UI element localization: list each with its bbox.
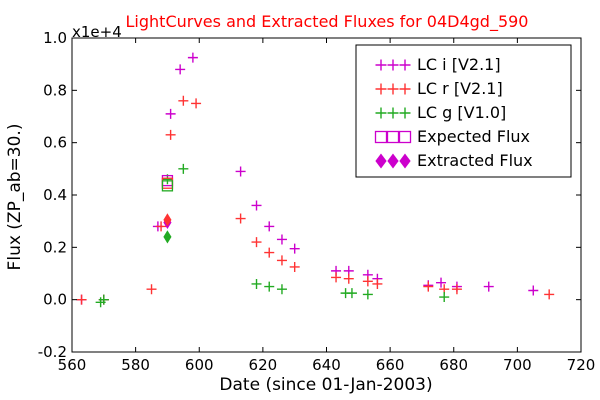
legend-marker-lc-i-v2-1: [375, 59, 387, 71]
y-tick-label: 0.0: [43, 291, 67, 309]
data-point-lc-r-v2-1: [544, 289, 555, 300]
series-extracted-flux: [163, 213, 172, 244]
y-tick-label: 0.4: [43, 186, 67, 204]
data-point-lc-i-v2-1: [483, 281, 494, 292]
legend-label-lc-i: LC i [V2.1]: [417, 55, 501, 74]
data-point-lc-i-v2-1: [289, 243, 300, 254]
legend-marker-expected-flux: [386, 130, 400, 144]
data-point-lc-r-v2-1: [251, 237, 262, 248]
data-point-lc-r-v2-1: [343, 273, 354, 284]
data-point-lc-r-v2-1: [156, 221, 167, 232]
legend-marker-extracted-flux: [387, 153, 399, 169]
data-point-lc-r-v2-1: [289, 261, 300, 272]
legend-marker-expected-flux: [398, 130, 412, 144]
data-point-lc-g-v1-0: [98, 294, 109, 305]
legend-marker-extracted-flux: [399, 153, 411, 169]
data-point-lc-r-v2-1: [76, 294, 87, 305]
x-tick-label: 600: [185, 356, 214, 374]
data-point-lc-r-v2-1: [276, 255, 287, 266]
legend: LC i [V2.1] LC r [V2.1] LC g [V1.0] Expe…: [355, 44, 572, 178]
data-point-expected-flux: [161, 180, 174, 192]
data-point-lc-i-v2-1: [528, 285, 539, 296]
data-point-lc-r-v2-1: [191, 98, 202, 109]
plot-area: [76, 52, 555, 308]
data-point-lc-r-v2-1: [235, 213, 246, 224]
data-point-lc-r-v2-1: [372, 278, 383, 289]
data-point-lc-i-v2-1: [276, 234, 287, 245]
y-tick-label: -0.2: [38, 343, 67, 361]
x-tick-label: 720: [567, 356, 596, 374]
legend-box: [355, 44, 572, 178]
legend-markers: [374, 59, 412, 169]
data-point-lc-i-v2-1: [436, 277, 447, 288]
data-point-lc-r-v2-1: [423, 281, 434, 292]
legend-marker-lc-r-v2-1: [375, 83, 387, 95]
data-point-extracted-flux: [163, 213, 172, 227]
data-point-lc-i-v2-1: [264, 221, 275, 232]
x-axis-label: Date (since 01-Jan-2003): [219, 375, 432, 395]
legend-label-extracted-flux: Extracted Flux: [417, 151, 533, 170]
legend-marker-lc-g-v1-0: [375, 107, 387, 119]
x-tick-label: 640: [312, 356, 341, 374]
data-point-lc-r-v2-1: [264, 247, 275, 258]
data-point-lc-g-v1-0: [276, 284, 287, 295]
series-lc-g-v1-0: [95, 163, 450, 308]
x-tick-label: 560: [58, 356, 87, 374]
data-point-lc-i-v2-1: [175, 64, 186, 75]
x-tick-label: 680: [439, 356, 468, 374]
y-tick-label: 0.6: [43, 134, 67, 152]
legend-marker-lc-i-v2-1: [399, 59, 411, 71]
legend-marker-lc-i-v2-1: [387, 59, 399, 71]
data-point-lc-i-v2-1: [165, 108, 176, 119]
y-tick-label: 0.8: [43, 81, 67, 99]
data-point-lc-r-v2-1: [165, 129, 176, 140]
data-point-lc-g-v1-0: [346, 288, 357, 299]
legend-label-expected-flux: Expected Flux: [417, 127, 530, 146]
data-point-lc-g-v1-0: [362, 289, 373, 300]
y-axis-label: Flux (ZP_ab=30.): [5, 124, 25, 271]
series-expected-flux: [161, 174, 174, 192]
data-point-lc-g-v1-0: [439, 292, 450, 303]
data-point-lc-r-v2-1: [362, 276, 373, 287]
data-point-extracted-flux: [163, 230, 172, 244]
legend-marker-lc-g-v1-0: [399, 107, 411, 119]
data-point-lc-g-v1-0: [178, 163, 189, 174]
data-point-lc-r-v2-1: [331, 272, 342, 283]
axis-ticks: 560 580 600 620 640 660 680 700 720 -0.2 0.0 0.2 0.4…: [38, 29, 596, 374]
data-point-lc-g-v1-0: [264, 281, 275, 292]
chart-title: LightCurves and Extracted Fluxes for 04D…: [126, 12, 529, 32]
legend-marker-extracted-flux: [375, 153, 387, 169]
data-point-lc-i-v2-1: [251, 200, 262, 211]
legend-label-lc-r: LC r [V2.1]: [417, 79, 503, 98]
data-point-lc-r-v2-1: [146, 284, 157, 295]
x-tick-label: 620: [249, 356, 278, 374]
data-point-lc-g-v1-0: [251, 278, 262, 289]
x-tick-label: 660: [376, 356, 405, 374]
legend-marker-lc-g-v1-0: [387, 107, 399, 119]
legend-label-lc-g: LC g [V1.0]: [417, 103, 506, 122]
legend-marker-lc-r-v2-1: [387, 83, 399, 95]
y-tick-label: 1.0: [43, 29, 67, 47]
legend-marker-lc-r-v2-1: [399, 83, 411, 95]
x-tick-label: 580: [121, 356, 150, 374]
data-point-lc-r-v2-1: [178, 95, 189, 106]
data-point-lc-i-v2-1: [187, 52, 198, 63]
y-tick-label: 0.2: [43, 238, 67, 256]
x-tick-label: 700: [503, 356, 532, 374]
y-multiplier-label: x1e+4: [72, 23, 122, 41]
data-point-lc-r-v2-1: [451, 284, 462, 295]
legend-marker-expected-flux: [374, 130, 388, 144]
data-point-lc-i-v2-1: [235, 166, 246, 177]
